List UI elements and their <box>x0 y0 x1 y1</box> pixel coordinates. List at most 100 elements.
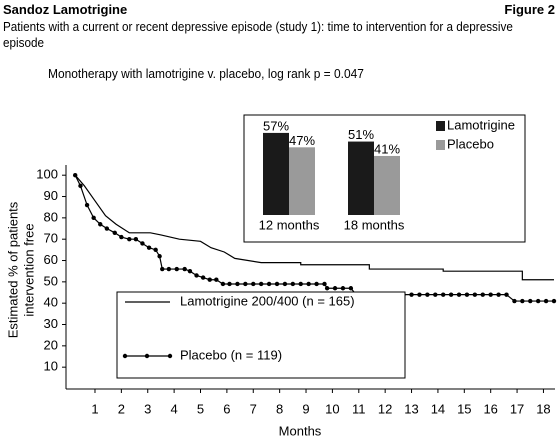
legend-label: Lamotrigine 200/400 (n = 165) <box>180 293 355 308</box>
legend-label: Placebo (n = 119) <box>180 347 282 362</box>
series-marker <box>153 247 158 253</box>
series-marker <box>520 298 525 304</box>
bar-value-label: 51% <box>348 127 374 142</box>
series-marker <box>348 286 354 291</box>
x-axis-label: Months <box>279 423 322 438</box>
series-marker <box>290 281 296 287</box>
series-marker <box>324 286 330 291</box>
series-marker <box>409 292 414 297</box>
legend-swatch-marker <box>167 353 173 359</box>
series-marker <box>266 281 272 287</box>
series-marker <box>140 241 145 246</box>
series-marker <box>133 236 139 242</box>
series-marker <box>298 281 303 287</box>
series-marker <box>274 281 280 287</box>
series-marker <box>166 266 172 272</box>
x-tick-label: 3 <box>144 401 151 416</box>
series-marker <box>182 266 187 272</box>
series-marker <box>160 266 165 272</box>
legend-frame <box>116 291 406 379</box>
y-tick-label: 30 <box>44 316 58 331</box>
series-marker <box>157 254 162 259</box>
series-line <box>74 174 554 281</box>
bar <box>263 132 289 215</box>
series-marker <box>127 236 132 242</box>
series-marker <box>551 298 557 304</box>
series-marker <box>112 230 117 235</box>
x-tick-label: 18 months <box>344 217 405 232</box>
x-tick-label: 1 <box>91 401 98 416</box>
x-tick-label: 2 <box>118 401 125 416</box>
subtitle: Patients with a current or recent depres… <box>3 19 513 50</box>
x-tick-label: 4 <box>171 401 178 416</box>
y-tick-label: 80 <box>44 209 58 224</box>
x-tick-label: 7 <box>250 401 257 416</box>
y-tick-label: 40 <box>44 295 58 310</box>
series-marker <box>98 222 103 227</box>
y-tick-label: 50 <box>44 273 58 288</box>
series-marker <box>78 183 83 189</box>
legend-label: Lamotrigine <box>447 117 515 132</box>
y-tick-label: 20 <box>44 337 58 352</box>
x-tick-label: 12 months <box>259 217 320 232</box>
series-marker <box>448 292 454 297</box>
x-tick-label: 9 <box>302 401 309 416</box>
series-marker <box>207 277 212 282</box>
y-tick-label: 90 <box>44 188 58 203</box>
x-tick-label: 8 <box>276 401 283 416</box>
series-marker <box>496 292 501 297</box>
x-tick-label: 15 <box>457 401 471 416</box>
series-marker <box>235 281 240 287</box>
series-marker <box>194 273 199 278</box>
bar-value-label: 47% <box>289 133 315 148</box>
series-marker <box>488 292 493 297</box>
series-marker <box>417 292 422 297</box>
x-tick-label: 10 <box>325 401 339 416</box>
series-marker <box>282 281 288 287</box>
y-axis-label: Estimated % of patients <box>5 201 20 338</box>
series-marker <box>464 292 470 297</box>
bar <box>374 155 400 215</box>
inset-frame <box>243 114 526 243</box>
bar-value-label: 57% <box>263 118 289 133</box>
figure-label: Figure 2 <box>504 2 555 17</box>
series-marker <box>512 298 517 304</box>
series-marker <box>480 292 485 297</box>
series-marker <box>243 281 248 287</box>
x-tick-label: 16 <box>483 401 497 416</box>
series-marker <box>258 281 264 287</box>
series-marker <box>119 234 124 240</box>
y-tick-label: 10 <box>44 359 58 374</box>
series-marker <box>314 281 319 287</box>
series-marker <box>472 292 478 297</box>
series-marker <box>528 298 533 304</box>
bar <box>289 147 315 215</box>
series-marker <box>322 281 327 287</box>
y-tick-label: 100 <box>36 167 58 182</box>
series-marker <box>441 292 446 297</box>
series-marker <box>332 286 338 291</box>
bar-value-label: 41% <box>374 141 400 156</box>
series-marker <box>340 286 346 291</box>
note: Monotherapy with lamotrigine v. placebo,… <box>48 66 364 81</box>
legend-swatch-marker <box>144 353 150 359</box>
series-marker <box>72 173 78 178</box>
legend-swatch-marker <box>122 353 128 359</box>
series-marker <box>220 281 226 287</box>
x-tick-label: 12 <box>378 401 392 416</box>
series-marker <box>251 281 256 287</box>
x-tick-label: 17 <box>510 401 524 416</box>
series-marker <box>504 292 509 297</box>
series-marker <box>91 215 96 221</box>
x-tick-label: 11 <box>352 401 366 416</box>
x-tick-label: 5 <box>197 401 204 416</box>
series-marker <box>200 275 206 280</box>
series-marker <box>104 226 110 231</box>
x-tick-label: 13 <box>404 401 418 416</box>
series-marker <box>84 202 90 208</box>
series-marker <box>227 281 232 287</box>
x-tick-label: 6 <box>223 401 230 416</box>
bar <box>348 141 374 215</box>
